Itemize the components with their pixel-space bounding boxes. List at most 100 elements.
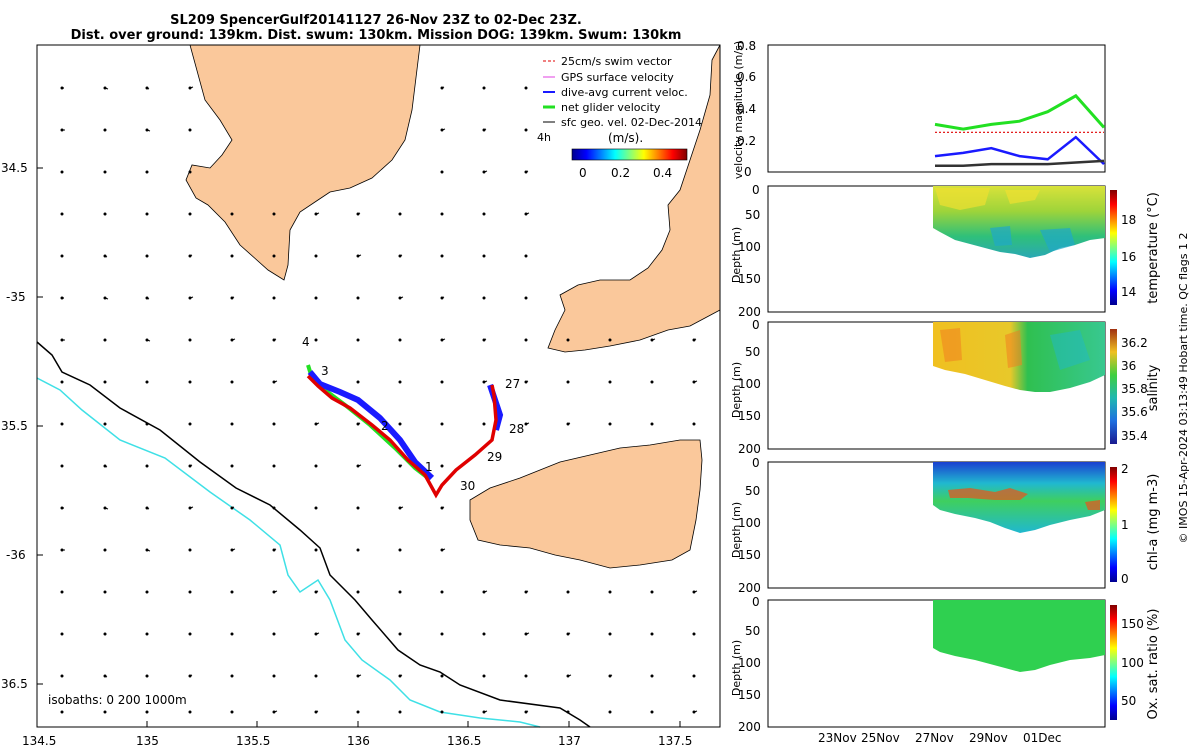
velocity-arrow-head [566,380,570,384]
velocity-arrow-head [103,506,107,510]
velocity-arrow-head [440,212,444,216]
velocity-arrow-head [440,128,444,132]
lat-tick: 34.5 [1,161,28,175]
velocity-arrow-head [272,548,276,552]
velocity-arrow-head [482,632,486,636]
day-label: 2 [381,419,389,433]
velocity-arrow-head [188,464,192,468]
velocity-arrow-head [440,254,444,258]
velocity-arrow-head [566,590,570,594]
velocity-arrow-head [230,674,234,678]
chla-panel: 0 1 2 chl-a (mg m-3) [767,461,1161,589]
velocity-arrow-head [356,506,360,510]
velocity-arrow-head [188,212,192,216]
salinity-colorbar [1110,329,1117,444]
velocity-arrow-head [356,380,360,384]
velocity-arrow-head [103,296,107,300]
velocity-arrow-head [398,212,402,216]
velocity-arrow-head [440,86,444,90]
oxygen-panel: 50 100 150 Ox. sat. ratio (%) [767,599,1161,728]
velocity-arrow-head [482,590,486,594]
map-panel: 4 3 2 1 30 29 28 27 25cm/s swim vector G… [1,44,721,748]
velocity-arrow-head [566,710,570,714]
velocity-ytick: 0.4 [737,102,756,116]
time-tick: 23Nov [818,731,857,745]
velocity-arrow-head [482,254,486,258]
velocity-arrow-head [608,710,612,714]
velocity-arrow-head [230,296,234,300]
velocity-arrow-head [230,338,234,342]
velocity-arrow-head [398,506,402,510]
velocity-arrow-head [482,380,486,384]
time-tick: 25Nov [861,731,900,745]
velocity-arrow-head [398,254,402,258]
temperature-warm-patches [935,188,1040,210]
time-tick: 29Nov [969,731,1008,745]
velocity-arrow-head [188,338,192,342]
legend-item: GPS surface velocity [561,71,674,84]
salinity-panel: 35.4 35.6 35.8 36 36.2 salinity [767,321,1161,450]
velocity-arrow-head [440,464,444,468]
isobath-1000m [36,377,541,728]
velocity-arrow-head [272,422,276,426]
velocity-arrow-head [103,710,107,714]
velocity-arrow-head [440,296,444,300]
velocity-arrow-head [188,128,192,132]
colorbar-tick: 0.2 [611,166,630,180]
salinity-cbar-tick: 35.6 [1121,405,1148,419]
lon-tick: 136.5 [447,734,481,748]
velocity-arrow-head [188,710,192,714]
colorbar-tick: 0.4 [653,166,672,180]
velocity-arrow-head [60,86,64,90]
velocity-arrow-head [230,632,234,636]
geostrophic-velocity-field [60,86,698,714]
velocity-arrow-head [60,422,64,426]
velocity-arrow-head [60,632,64,636]
velocity-arrow-head [145,710,149,714]
velocity-arrow-head [398,296,402,300]
lat-tick: 35.5 [1,419,28,433]
velocity-arrow-head [103,86,107,90]
depth-tick: 50 [745,484,760,498]
oxygen-colorbar [1110,605,1117,720]
velocity-arrow-head [272,590,276,594]
velocity-arrow-head [650,632,654,636]
velocity-arrow-head [145,590,149,594]
depth-tick: 200 [738,581,761,595]
oxygen-cbar-tick: 150 [1121,617,1144,631]
velocity-arrow-head [482,422,486,426]
velocity-arrow-head [524,674,528,678]
day-label: 1 [425,460,433,474]
velocity-arrow-head [356,338,360,342]
velocity-arrow-head [188,422,192,426]
velocity-ytick: 0 [744,165,752,179]
time-tick: 01Dec [1023,731,1062,745]
salinity-cbar-tick: 35.4 [1121,429,1148,443]
velocity-arrow-head [103,674,107,678]
velocity-ytick: 0.6 [737,70,756,84]
velocity-arrow-head [272,380,276,384]
velocity-panel: 0 0.2 0.4 0.6 0.8 velocity magnitude (m/… [732,39,1106,179]
glider-track [306,364,504,499]
velocity-arrow-head [60,674,64,678]
velocity-arrow-head [145,254,149,258]
temperature-cbar-tick: 16 [1121,250,1136,264]
velocity-arrow-head [314,338,318,342]
velocity-arrow-head [60,710,64,714]
map-legend: 25cm/s swim vector GPS surface velocity … [537,55,702,180]
speed-colorbar [571,148,688,161]
velocity-arrow-head [314,464,318,468]
velocity-arrow-head [356,674,360,678]
velocity-arrow-head [650,338,654,342]
day-label: 3 [321,364,329,378]
velocity-arrow-head [398,464,402,468]
oxygen-cbar-label: Ox. sat. ratio (%) [1146,609,1161,720]
land-yorke-peninsula [185,44,421,281]
velocity-arrow-head [650,674,654,678]
velocity-arrow-head [608,590,612,594]
velocity-series-line [934,135,1105,166]
salinity-cbar-tick: 35.8 [1121,382,1148,396]
day-label: 30 [460,479,475,493]
velocity-arrow-head [692,338,696,342]
